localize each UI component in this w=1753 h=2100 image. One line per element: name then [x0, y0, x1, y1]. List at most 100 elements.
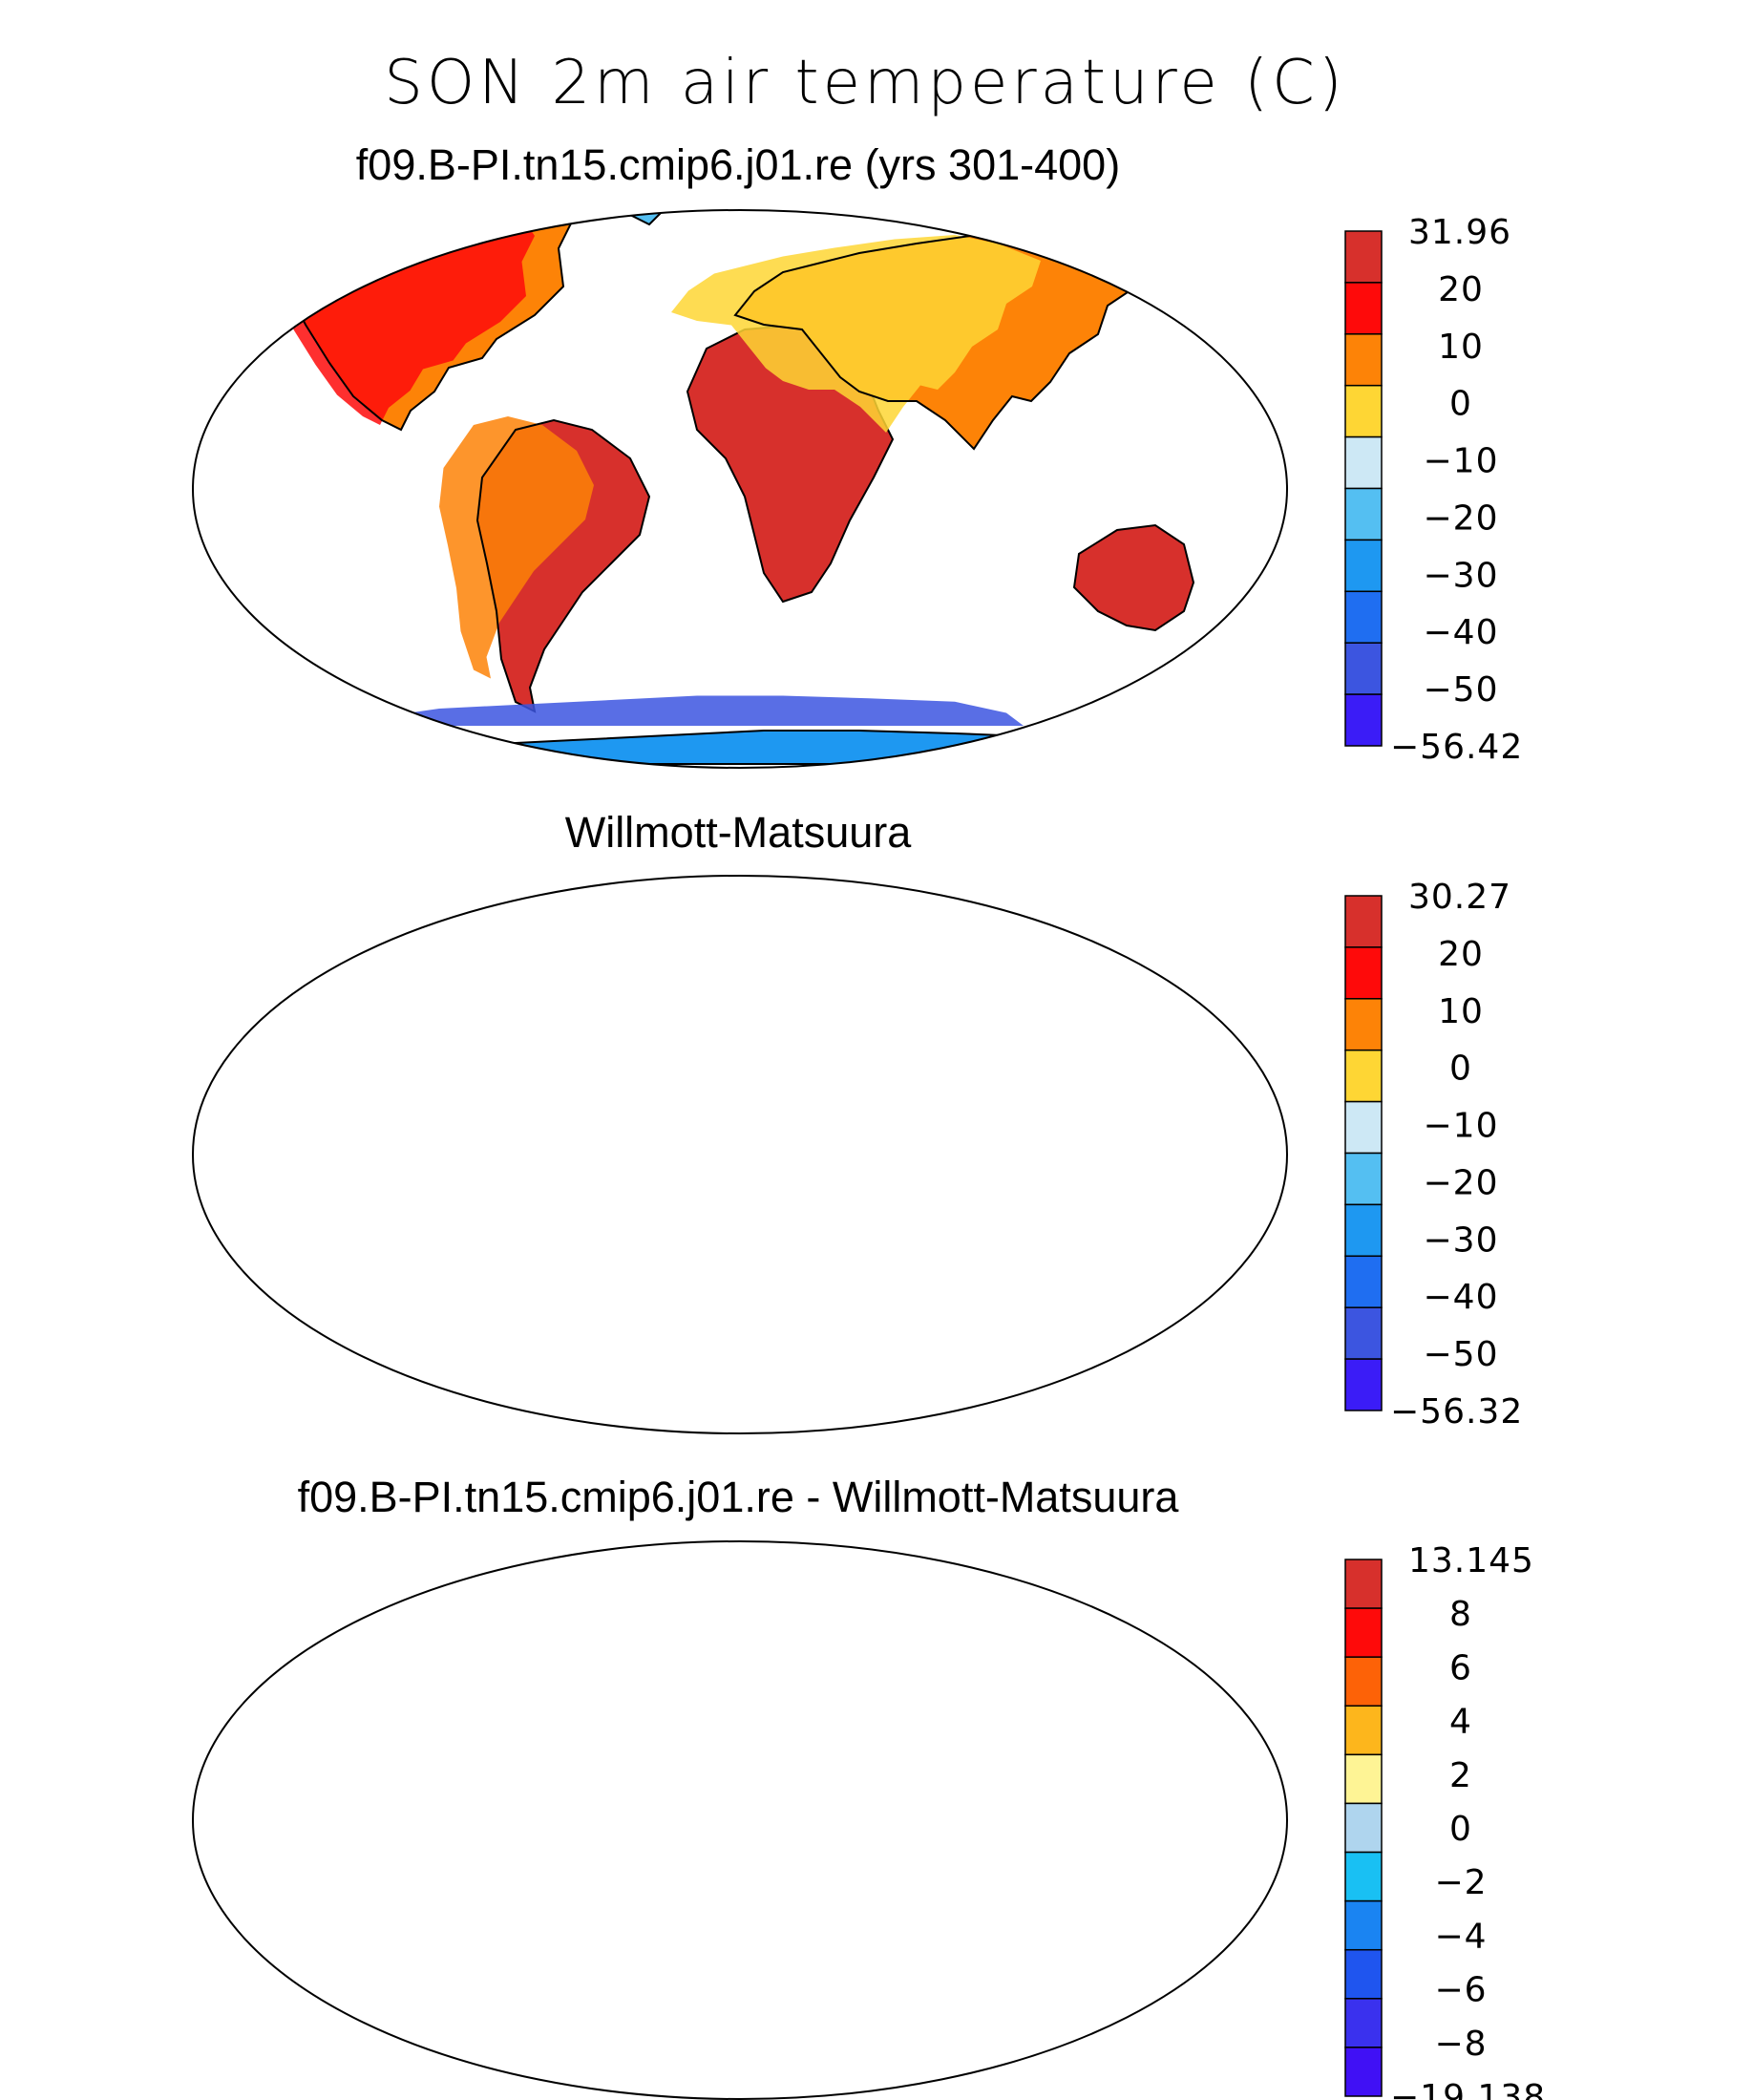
- coastline-eurasia: [735, 1560, 1146, 1780]
- landmass-antarctica-band: [370, 2027, 1024, 2058]
- landmass-eurasia: [735, 1560, 1146, 1780]
- colorbar-swatch: [1344, 230, 1383, 284]
- panel-title-diff: f09.B-PI.tn15.cmip6.j01.re - Willmott-Ma…: [298, 1473, 1180, 1521]
- colorbar-label: −6: [1434, 1971, 1487, 2010]
- colorbar-swatch: [1344, 1049, 1383, 1103]
- colorbar-obs: 30.27 20 10 0 −10 −20 −30 −40 −50 −56.32: [1344, 878, 1523, 1432]
- colorbar-swatch: [1344, 998, 1383, 1051]
- colorbar-swatch: [1344, 282, 1383, 335]
- map-border: [192, 209, 1288, 769]
- colorbar-swatch: [1344, 2047, 1383, 2097]
- colorbar-label: −50: [1424, 1335, 1499, 1374]
- landmass-australia: [1074, 525, 1193, 630]
- coastline-namerica: [272, 1495, 573, 1761]
- landmass-australia: [1074, 1856, 1193, 1962]
- landmass-samerica-band: [439, 1082, 594, 1345]
- colorbar-swatch: [1344, 1306, 1383, 1360]
- coastline-australia: [1074, 1856, 1193, 1962]
- landmass-namerica: [272, 830, 573, 1095]
- colorbar-label: 0: [1449, 1050, 1472, 1089]
- colorbar-swatch: [1344, 693, 1383, 747]
- colorbar-swatch: [1344, 642, 1383, 695]
- colorbar-swatch: [1344, 1948, 1383, 2000]
- panel-obs: Willmott-Matsuura 30.27 20 10 0 −10 −20 −30 −40…: [192, 808, 1523, 1434]
- landmass-antarctica: [401, 1396, 1127, 1430]
- landmass-eurasia: [735, 895, 1146, 1114]
- coastline-africa: [687, 1656, 893, 1933]
- colorbar-label: 13.145: [1408, 1541, 1534, 1580]
- colorbar-label: 10: [1438, 328, 1484, 367]
- coastline-antarctica: [401, 1396, 1127, 1430]
- colorbar-label: 6: [1449, 1648, 1472, 1687]
- landmass-africa: [687, 990, 893, 1267]
- landmass-antarctica-band: [370, 695, 1024, 726]
- coastline-namerica: [272, 830, 573, 1095]
- coastline-africa: [687, 990, 893, 1267]
- coastline-samerica: [477, 1751, 649, 2043]
- colorbar-swatch: [1344, 1255, 1383, 1308]
- map-diff: [192, 1495, 1288, 2100]
- map-obs: [192, 830, 1288, 1434]
- coastline-australia: [1072, 523, 1195, 632]
- colorbar-swatch: [1344, 1656, 1383, 1708]
- colorbar-label: −30: [1424, 556, 1499, 595]
- landmass-samerica-band: [439, 1748, 594, 2010]
- colorbar-model: 31.96 20 10 0 −10 −20 −30 −40 −50 −56.42: [1344, 213, 1522, 767]
- colorbar-label: 31.96: [1408, 213, 1511, 252]
- panel-title-model: f09.B-PI.tn15.cmip6.j01.re (yrs 301-400): [356, 140, 1120, 189]
- colorbar-swatch: [1344, 333, 1383, 387]
- colorbar-swatch: [1344, 1100, 1383, 1155]
- coastline-eurasia: [735, 895, 1146, 1114]
- colorbar-swatch: [1344, 539, 1383, 593]
- landmass-antarctica: [401, 2062, 1127, 2095]
- colorbar-swatch: [1344, 487, 1383, 541]
- colorbar-swatch: [1344, 1851, 1383, 1902]
- colorbar-label: −20: [1424, 1163, 1499, 1202]
- panel-diff: f09.B-PI.tn15.cmip6.j01.re - Willmott-Ma…: [192, 1473, 1545, 2100]
- colorbar-label: −30: [1424, 1220, 1499, 1260]
- colorbar-swatch: [1344, 435, 1383, 490]
- landmass-samerica: [477, 1086, 649, 1377]
- colorbar-swatch: [1344, 946, 1383, 1000]
- colorbar-label: 0: [1449, 1810, 1472, 1849]
- colorbar-label: −8: [1434, 2025, 1487, 2064]
- colorbar-swatch: [1344, 1753, 1383, 1805]
- colorbar-label: 30.27: [1408, 878, 1511, 917]
- landmass-namerica-band: [264, 210, 536, 426]
- coastline-samerica: [477, 1086, 649, 1377]
- colorbar-swatch: [1344, 1559, 1383, 1609]
- panel-title-obs: Willmott-Matsuura: [565, 808, 913, 857]
- landmass-eurasia-band: [671, 1566, 1041, 1764]
- landmass-namerica: [272, 1495, 573, 1761]
- colorbar-swatch: [1344, 1607, 1383, 1658]
- landmass-antarctica: [401, 731, 1127, 764]
- colorbar-label: −40: [1424, 613, 1499, 652]
- figure-title: SON 2m air temperature (C): [384, 48, 1346, 118]
- colorbar-swatch: [1344, 384, 1383, 438]
- colorbar-label: −20: [1424, 498, 1499, 538]
- colorbar-label: 2: [1449, 1756, 1472, 1795]
- colorbar-swatch: [1344, 1705, 1383, 1756]
- colorbar-label: 20: [1438, 935, 1484, 974]
- landmass-africa-band: [628, 1662, 813, 1911]
- landmass-eurasia-band: [671, 901, 1041, 1098]
- map-border: [192, 875, 1288, 1434]
- colorbar-swatch: [1344, 1802, 1383, 1854]
- colorbar-swatch: [1344, 1998, 1383, 2048]
- colorbar-label: −10: [1424, 1107, 1499, 1146]
- coastline-samerica: [475, 418, 651, 713]
- colorbar-diff: 13.145 8 6 4 2 0 −2 −4 −6 −8 −19.138: [1344, 1541, 1545, 2100]
- colorbar-label: −4: [1434, 1917, 1487, 1956]
- colorbar-label: 0: [1449, 385, 1472, 424]
- landmass-samerica: [477, 1751, 649, 2043]
- colorbar-label: −56.32: [1390, 1392, 1523, 1432]
- landmass-africa: [687, 1656, 893, 1933]
- colorbar-swatch: [1344, 1152, 1383, 1206]
- landmass-samerica-band: [439, 416, 594, 679]
- map-model: [192, 209, 1288, 769]
- landmass-australia: [1074, 1191, 1193, 1296]
- colorbar-swatch: [1344, 1899, 1383, 1951]
- landmass-namerica-band: [264, 852, 536, 1091]
- colorbar-swatch: [1344, 1203, 1383, 1258]
